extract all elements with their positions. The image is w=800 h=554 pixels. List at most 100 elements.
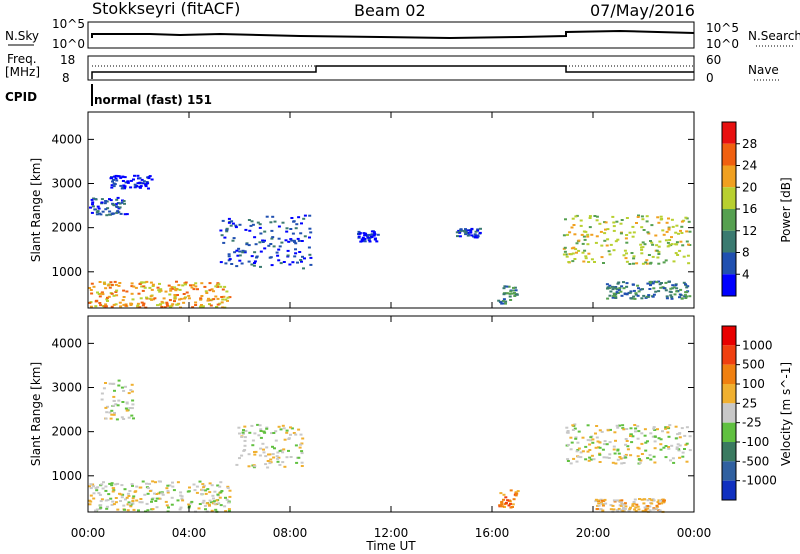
colorbar-tick-label: 20 xyxy=(742,180,757,194)
data-cell xyxy=(632,255,636,258)
data-cell xyxy=(645,220,649,223)
data-cell xyxy=(193,489,197,492)
data-cell xyxy=(277,248,281,251)
data-cell xyxy=(243,436,247,439)
data-cell xyxy=(676,433,680,436)
data-cell xyxy=(259,250,263,253)
data-cell xyxy=(595,425,599,427)
data-cell xyxy=(89,305,93,308)
data-cell xyxy=(614,295,618,298)
data-cell xyxy=(582,235,586,238)
data-cell xyxy=(629,290,633,293)
data-cell xyxy=(512,289,516,292)
data-cell xyxy=(126,503,130,506)
data-cell xyxy=(130,383,134,386)
x-tick-label: 12:00 xyxy=(374,526,409,540)
data-cell xyxy=(515,293,519,296)
data-cell xyxy=(237,426,241,429)
data-cell xyxy=(92,285,96,288)
colorbar-tick-label: 16 xyxy=(742,202,757,216)
data-cell xyxy=(110,482,114,485)
data-cell xyxy=(272,432,276,434)
data-cell xyxy=(680,232,684,234)
data-cell xyxy=(104,499,108,502)
colorbar-tick-label: 25 xyxy=(742,396,757,410)
data-cell xyxy=(674,425,678,428)
data-cell xyxy=(599,230,603,233)
data-cell xyxy=(160,492,164,495)
data-cell xyxy=(141,480,145,483)
data-cell xyxy=(648,505,652,508)
data-cell xyxy=(132,508,136,511)
data-cell xyxy=(624,257,628,260)
data-cell xyxy=(639,243,643,246)
data-cell xyxy=(281,461,285,464)
data-cell xyxy=(646,231,650,234)
data-cell xyxy=(625,260,629,263)
data-cell xyxy=(590,233,594,236)
data-cell xyxy=(210,484,214,487)
data-cell xyxy=(572,224,576,226)
data-cell xyxy=(97,293,101,295)
y-axis-label: Slant Range [km] xyxy=(29,158,43,262)
data-cell xyxy=(135,185,139,188)
data-cell xyxy=(138,306,142,309)
data-cell xyxy=(469,231,473,234)
data-cell xyxy=(112,489,116,492)
data-cell xyxy=(219,481,223,484)
data-cell xyxy=(124,498,127,501)
data-cell xyxy=(597,504,601,507)
data-cell xyxy=(619,457,623,460)
data-cell xyxy=(666,431,670,434)
data-cell xyxy=(633,424,637,426)
data-cell xyxy=(130,282,134,285)
data-cell xyxy=(117,399,121,402)
data-cell xyxy=(659,443,663,446)
data-cell xyxy=(190,500,194,503)
data-cell xyxy=(476,228,480,231)
data-cell xyxy=(253,236,257,239)
data-cell xyxy=(674,231,678,234)
data-cell xyxy=(516,490,520,493)
data-cell xyxy=(376,233,380,236)
data-cell xyxy=(90,211,94,214)
data-cell xyxy=(624,237,628,240)
data-cell xyxy=(132,417,135,420)
data-cell xyxy=(363,237,367,240)
data-cell xyxy=(134,286,138,289)
data-cell xyxy=(139,297,143,300)
data-cell xyxy=(582,260,586,263)
data-cell xyxy=(611,504,615,507)
data-cell xyxy=(218,485,222,488)
data-cell xyxy=(629,427,633,430)
data-cell xyxy=(655,504,659,507)
data-cell xyxy=(566,233,569,236)
data-cell xyxy=(210,501,213,504)
data-cell xyxy=(625,252,628,255)
colorbar-swatch xyxy=(722,364,736,384)
power-panel: 1000 2000 3000 4000 Slant Range [km] 4 8 12 16 20… xyxy=(29,111,793,309)
nave-top-tick: 60 xyxy=(706,53,721,67)
data-cell xyxy=(600,499,604,502)
data-cell xyxy=(634,430,637,433)
data-cell xyxy=(651,295,655,298)
data-cell xyxy=(180,497,184,500)
data-cell xyxy=(503,285,507,288)
data-cell xyxy=(573,423,577,426)
data-cell xyxy=(589,436,593,439)
data-cell xyxy=(622,428,626,431)
data-cell xyxy=(565,431,569,434)
data-cell xyxy=(223,285,227,288)
x-tick-label: 20:00 xyxy=(576,526,611,540)
data-cell xyxy=(621,424,625,427)
data-cell xyxy=(590,454,594,457)
data-cell xyxy=(309,263,313,266)
data-cell xyxy=(584,255,588,258)
data-cell xyxy=(169,289,173,292)
data-cell xyxy=(88,485,92,488)
data-cell xyxy=(274,430,278,433)
data-cell xyxy=(263,230,267,233)
data-cell xyxy=(243,425,247,428)
data-cell xyxy=(198,480,202,483)
data-cell xyxy=(226,501,230,504)
